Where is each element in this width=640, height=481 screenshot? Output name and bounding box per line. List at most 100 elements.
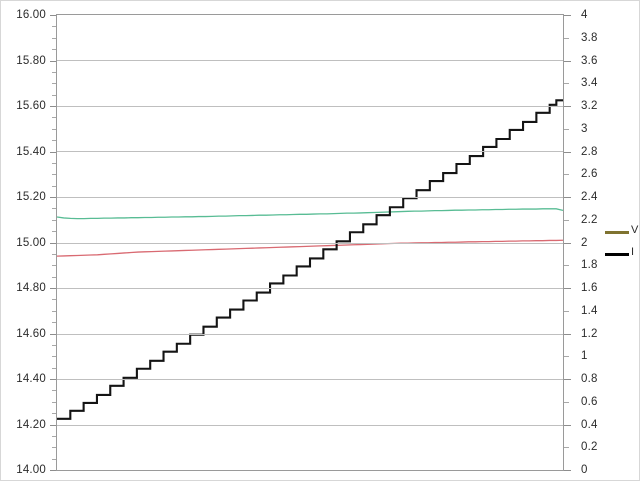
legend-label-i: I	[631, 246, 635, 258]
left-axis-minor-tick	[52, 83, 56, 85]
right-axis-tick-label: 0.4	[581, 418, 598, 431]
left-axis-minor-tick	[52, 219, 56, 221]
right-axis-minor-tick	[564, 401, 569, 403]
right-axis-minor-tick	[564, 265, 569, 267]
right-axis-tick-label: 2.2	[581, 213, 598, 226]
right-axis-minor-tick	[564, 219, 569, 221]
left-axis-tick	[50, 242, 56, 244]
left-axis: 16.00 15.80 15.60 15.40 15.20 15.00 14.80 14.60…	[1, 1, 56, 480]
left-axis-tick-label: 14.80	[16, 282, 46, 294]
right-axis-tick	[564, 288, 571, 289]
series-line-v-red	[57, 239, 563, 257]
legend-item-v: V	[605, 223, 639, 245]
left-axis-minor-tick	[52, 162, 56, 164]
left-axis-tick-label: 14.60	[16, 327, 46, 340]
left-axis-minor-tick	[52, 299, 56, 301]
right-axis-tick-label: 1.8	[581, 259, 598, 272]
right-axis-tick-label: 0.2	[581, 441, 598, 454]
left-axis-minor-tick	[52, 310, 56, 312]
gridline	[57, 334, 563, 335]
right-axis-tick	[564, 197, 571, 198]
gridline	[57, 243, 563, 244]
left-axis-minor-tick	[52, 94, 56, 96]
right-axis-tick	[564, 242, 571, 244]
right-axis-tick-label: 1.4	[581, 304, 598, 317]
right-axis-tick	[564, 60, 571, 62]
gridline	[57, 60, 563, 61]
right-axis-tick-label: 3.6	[581, 54, 598, 67]
series-layer	[57, 99, 563, 420]
right-axis-tick-label: 2.6	[581, 168, 598, 181]
right-axis: 4 3.8 3.6 3.4 3.2 3 2.8 2.6 2.4 2.2 2 1.8 1.6 1.4 1.2 1…	[564, 1, 639, 480]
right-axis-minor-tick	[564, 128, 569, 130]
legend-label-v: V	[631, 224, 639, 236]
left-axis-tick-label: 14.20	[16, 418, 46, 431]
left-axis-minor-tick	[52, 140, 56, 142]
left-axis-minor-tick	[52, 367, 56, 369]
left-axis-minor-tick	[52, 344, 56, 346]
left-axis-tick	[50, 106, 56, 107]
left-axis-minor-tick	[52, 413, 56, 415]
left-axis-minor-tick	[52, 174, 56, 176]
left-axis-tick	[50, 379, 56, 380]
right-axis-minor-tick	[564, 83, 569, 85]
left-axis-tick-label: 15.60	[16, 100, 46, 112]
series-line-v-green	[57, 208, 563, 220]
right-axis-tick	[564, 379, 571, 380]
left-axis-minor-tick	[52, 276, 56, 278]
left-axis-minor-tick	[52, 231, 56, 233]
right-axis-tick	[564, 470, 571, 471]
right-axis-tick-label: 4	[581, 9, 588, 21]
right-axis-tick	[564, 151, 571, 153]
left-axis-minor-tick	[52, 253, 56, 255]
left-axis-minor-tick	[52, 447, 56, 449]
right-axis-minor-tick	[564, 447, 569, 449]
left-axis-minor-tick	[52, 208, 56, 210]
left-axis-minor-tick	[52, 356, 56, 358]
gridline	[57, 151, 563, 152]
right-axis-tick-label: 1.6	[581, 282, 598, 294]
right-axis-tick	[564, 106, 571, 107]
right-axis-tick	[564, 15, 571, 16]
right-axis-tick	[564, 424, 571, 426]
gridline	[57, 379, 563, 380]
right-axis-minor-tick	[564, 174, 569, 176]
right-axis-tick-label: 2.4	[581, 191, 598, 203]
plot-area	[56, 14, 564, 471]
gridline	[57, 106, 563, 107]
left-axis-tick-label: 15.20	[16, 191, 46, 203]
gridline	[57, 288, 563, 289]
left-axis-minor-tick	[52, 390, 56, 392]
right-axis-tick-label: 3.4	[581, 77, 598, 90]
left-axis-tick	[50, 288, 56, 289]
gridline	[57, 425, 563, 426]
left-axis-tick-label: 14.40	[16, 373, 46, 385]
left-axis-tick	[50, 470, 56, 471]
right-axis-tick-label: 1	[581, 350, 588, 363]
right-axis-tick-label: 3.8	[581, 31, 598, 44]
gridline	[57, 197, 563, 198]
series-line-i-staircase	[57, 99, 563, 420]
left-axis-minor-tick	[52, 401, 56, 403]
left-axis-minor-tick	[52, 185, 56, 187]
right-axis-tick-label: 3.2	[581, 100, 598, 112]
right-axis-tick-label: 1.2	[581, 327, 598, 340]
left-axis-minor-tick	[52, 37, 56, 39]
left-axis-tick-label: 16.00	[16, 9, 46, 21]
left-axis-tick	[50, 151, 56, 153]
left-axis-minor-tick	[52, 128, 56, 130]
right-axis-tick-label: 2	[581, 236, 588, 249]
left-axis-tick	[50, 424, 56, 426]
right-axis-tick	[564, 333, 571, 335]
left-axis-minor-tick	[52, 435, 56, 437]
legend: V I	[605, 223, 639, 267]
left-axis-minor-tick	[52, 49, 56, 51]
left-axis-tick-label: 15.00	[16, 236, 46, 249]
left-axis-tick	[50, 15, 56, 16]
right-axis-tick-label: 0.6	[581, 395, 598, 408]
left-axis-minor-tick	[52, 26, 56, 28]
right-axis-minor-tick	[564, 310, 569, 312]
left-axis-tick-label: 15.40	[16, 145, 46, 158]
left-axis-tick-label: 14.00	[16, 464, 46, 476]
